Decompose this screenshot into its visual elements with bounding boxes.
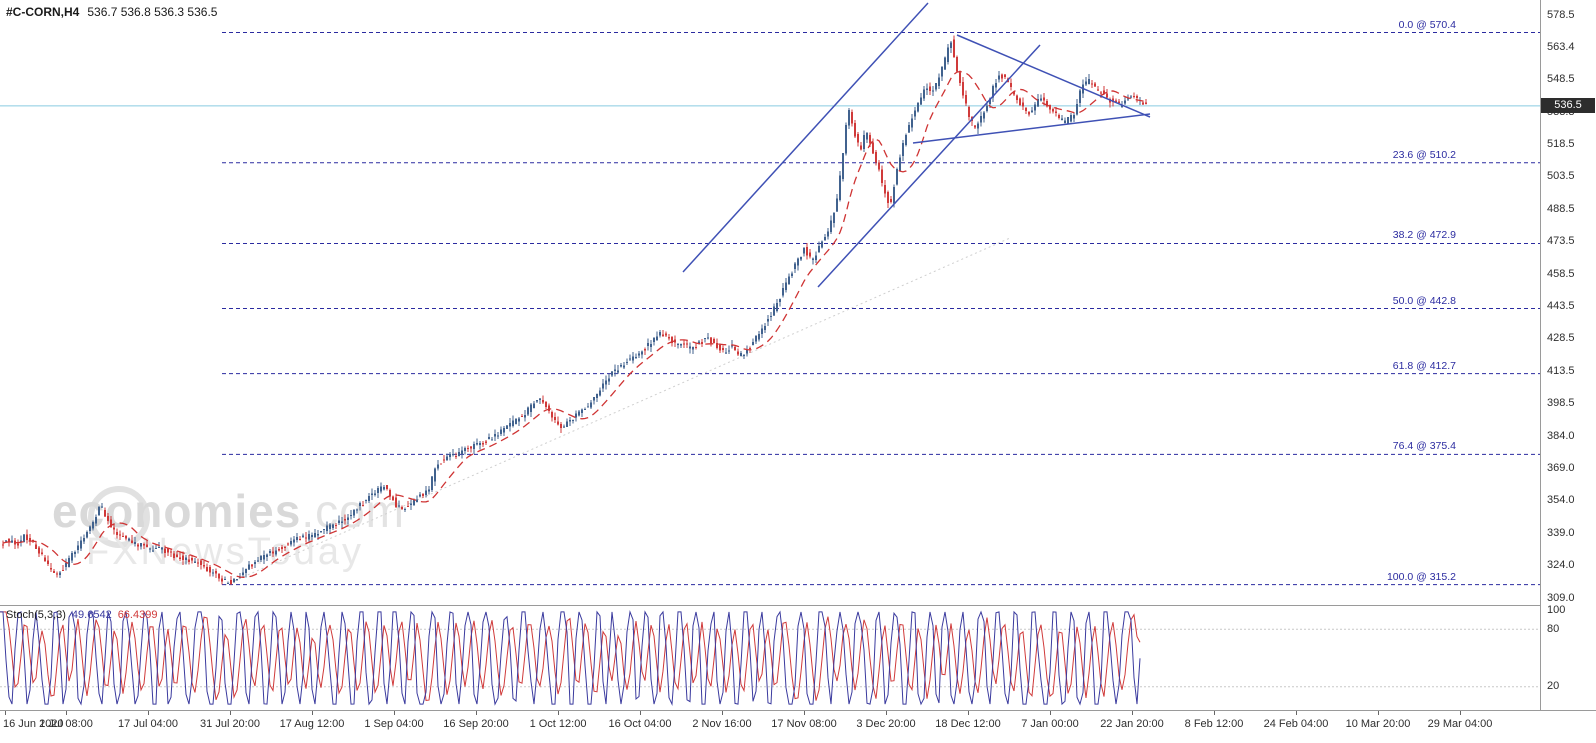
- price-tick-label: 398.5: [1547, 397, 1575, 410]
- time-tick-label: 3 Dec 20:00: [856, 718, 916, 730]
- fib-level-label: 100.0 @ 315.2: [1386, 570, 1456, 583]
- stoch-signal-line: [0, 611, 1141, 701]
- time-tick-label: 17 Aug 12:00: [279, 718, 345, 730]
- price-tick-label: 413.5: [1547, 364, 1575, 377]
- time-tick: [968, 711, 969, 715]
- price-tick-label: 458.5: [1547, 267, 1575, 280]
- candlesticks: [2, 35, 1147, 586]
- time-tick: [886, 711, 887, 715]
- panel-divider: [0, 605, 1596, 606]
- time-tick-label: 16 Sep 20:00: [443, 718, 509, 730]
- time-axis[interactable]: 16 Jun 2020 1 Jul 08:00 17 Jul 04:00 31 Jul…: [0, 710, 1596, 743]
- price-tick-label: 578.5: [1547, 8, 1575, 21]
- time-tick: [230, 711, 231, 715]
- symbol-ohlc-line: #C-CORN,H4 536.7 536.8 536.3 536.5: [6, 5, 217, 19]
- fib-level-label: 23.6 @ 510.2: [1392, 148, 1456, 161]
- stoch-signal-value: 66.4399: [117, 609, 158, 621]
- stoch-main-value: 49.6542: [71, 609, 112, 621]
- time-tick-label: 8 Feb 12:00: [1184, 718, 1244, 730]
- price-tick-label: 548.5: [1547, 73, 1575, 86]
- time-tick: [1296, 711, 1297, 715]
- price-tick-label: 384.0: [1547, 429, 1575, 442]
- time-tick-label: 16 Oct 04:00: [608, 718, 672, 730]
- axis-separator: [1540, 0, 1541, 743]
- trend-line-3[interactable]: [912, 113, 1151, 144]
- price-tick-label: 324.0: [1547, 559, 1575, 572]
- fib-level-label: 38.2 @ 472.9: [1392, 229, 1456, 242]
- price-tick-label: 563.4: [1547, 40, 1575, 53]
- trend-line-0[interactable]: [682, 2, 929, 273]
- symbol-label: #C-CORN,H4: [6, 5, 80, 19]
- fib-level-label: 50.0 @ 442.8: [1392, 294, 1456, 307]
- price-tick-label: 488.5: [1547, 202, 1575, 215]
- time-tick-label: 16 Jun 2020: [3, 718, 64, 730]
- watermark-ring-icon: [88, 486, 150, 548]
- price-tick-label: 309.0: [1547, 591, 1575, 604]
- time-tick-label: 1 Sep 04:00: [364, 718, 424, 730]
- price-tick-label: 518.5: [1547, 138, 1575, 151]
- longterm-trendline[interactable]: [224, 237, 1011, 586]
- price-tick-label: 473.5: [1547, 235, 1575, 248]
- time-tick: [66, 711, 67, 715]
- stoch-indicator-label: Stoch(5,3,3) 49.6542 66.4399: [6, 609, 157, 621]
- time-tick-label: 17 Jul 04:00: [118, 718, 178, 730]
- current-price-badge: 536.5: [1541, 98, 1595, 114]
- time-tick-label: 1 Jul 08:00: [39, 718, 93, 730]
- time-tick-label: 10 Mar 20:00: [1345, 718, 1411, 730]
- time-tick: [476, 711, 477, 715]
- price-tick-label: 354.0: [1547, 494, 1575, 507]
- fib-level-label: 61.8 @ 412.7: [1392, 359, 1456, 372]
- trend-line-1[interactable]: [817, 44, 1041, 288]
- time-tick: [1132, 711, 1133, 715]
- stoch-tick-label: 20: [1547, 680, 1560, 693]
- time-tick-label: 2 Nov 16:00: [692, 718, 752, 730]
- time-tick: [558, 711, 559, 715]
- time-tick-label: 31 Jul 20:00: [200, 718, 260, 730]
- fib-level-label: 76.4 @ 375.4: [1392, 440, 1456, 453]
- fib-level-label: 0.0 @ 570.4: [1398, 18, 1456, 31]
- time-tick-label: 29 Mar 04:00: [1427, 718, 1493, 730]
- stoch-tick-label: 80: [1547, 622, 1560, 635]
- moving-average-line[interactable]: [2, 70, 1147, 579]
- trend-line-2[interactable]: [956, 34, 1151, 118]
- time-tick: [312, 711, 313, 715]
- price-chart-canvas[interactable]: [0, 0, 1540, 606]
- stoch-main-line: [0, 610, 1141, 706]
- time-tick: [5, 711, 6, 715]
- time-tick: [722, 711, 723, 715]
- time-tick: [394, 711, 395, 715]
- fib-labels-layer: 0.0 @ 570.4 23.6 @ 510.2 38.2 @ 472.9 50.0 …: [1386, 18, 1456, 583]
- price-tick-label: 339.0: [1547, 526, 1575, 539]
- price-tick-label: 503.5: [1547, 170, 1575, 183]
- time-tick-label: 7 Jan 00:00: [1021, 718, 1079, 730]
- time-tick: [148, 711, 149, 715]
- price-axis[interactable]: 536.5 578.5563.4548.5533.3518.5503.5488.…: [1541, 0, 1596, 710]
- time-tick: [804, 711, 805, 715]
- price-tick-label: 443.5: [1547, 300, 1575, 312]
- time-tick: [1050, 711, 1051, 715]
- time-tick: [1214, 711, 1215, 715]
- price-tick-label: 369.0: [1547, 461, 1575, 474]
- stoch-name: Stoch(5,3,3): [6, 609, 66, 621]
- stoch-canvas[interactable]: [0, 606, 1540, 710]
- time-tick-label: 22 Jan 20:00: [1100, 718, 1164, 730]
- time-tick: [1460, 711, 1461, 715]
- time-tick-label: 24 Feb 04:00: [1263, 718, 1329, 730]
- watermark-tld-text: .com: [301, 485, 405, 537]
- time-tick: [640, 711, 641, 715]
- time-tick: [1378, 711, 1379, 715]
- price-tick-label: 428.5: [1547, 332, 1575, 345]
- ohlc-values: 536.7 536.8 536.3 536.5: [87, 5, 218, 19]
- time-tick-label: 1 Oct 12:00: [529, 718, 587, 730]
- stoch-tick-label: 100: [1547, 603, 1566, 616]
- time-tick-label: 18 Dec 12:00: [935, 718, 1001, 730]
- time-tick-label: 17 Nov 08:00: [771, 718, 837, 730]
